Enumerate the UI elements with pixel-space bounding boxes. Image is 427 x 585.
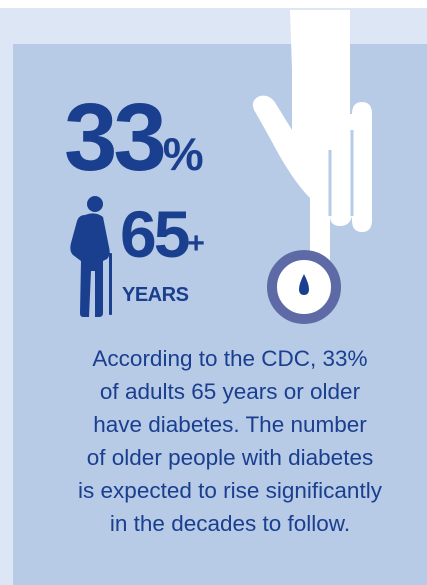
stat-unit: % [162, 128, 204, 180]
hand-icon [252, 10, 372, 282]
stat-percentage: 33% [64, 90, 204, 186]
blood-drop-icon [267, 250, 341, 324]
age-suffix: + [187, 227, 205, 260]
stat-value: 33 [64, 84, 167, 191]
elderly-person-icon [70, 196, 112, 317]
age-label: 65+ YEARS [120, 201, 205, 305]
description-text: According to the CDC, 33% of adults 65 y… [78, 346, 382, 536]
age-value: 65 [120, 197, 190, 271]
age-unit: YEARS [122, 284, 189, 306]
